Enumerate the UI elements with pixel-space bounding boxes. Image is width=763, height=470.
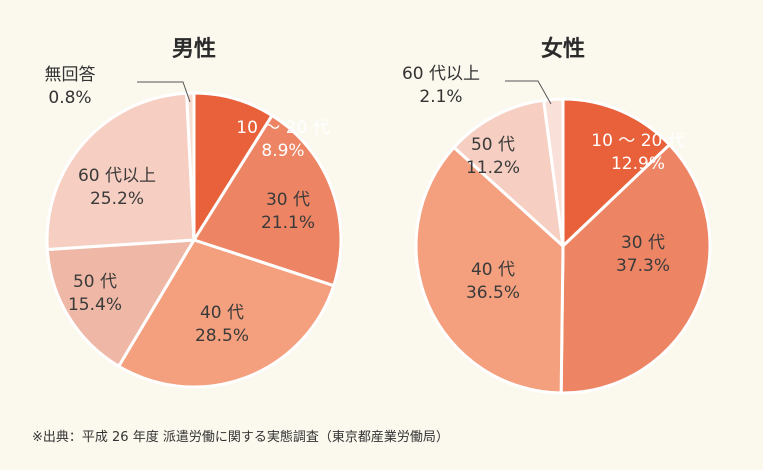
pie-slice-male-4 [45,91,196,251]
slice-value-label-male-0: 8.9% [261,141,304,161]
slice-value-label-female-4: 2.1% [419,87,462,107]
slice-value-label-male-2: 28.5% [195,326,249,346]
slice-value-label-male-5: 0.8% [48,88,91,108]
slice-value-label-male-3: 15.4% [68,295,122,315]
pie-slice-female-0 [561,97,672,248]
pie-chart-female: 10 ～ 20 代 12.9% 30 代 37.3% 40 代 36.5% 50 代 11.2… [402,64,712,395]
callout-leader-line-male-5 [137,81,191,103]
slice-value-label-male-1: 21.1% [261,213,315,233]
slice-name-label-female-2: 40 代 [471,260,515,280]
slice-value-label-female-2: 36.5% [466,283,520,303]
slice-name-label-female-3: 50 代 [471,135,515,155]
source-note: ※出典：平成 26 年度 派遣労働に関する実態調査（東京都産業労働局） [32,429,449,445]
chart-title-female: 女性 [541,36,585,62]
callout-leader-line-female-4 [505,80,552,105]
slice-value-label-female-0: 12.9% [611,154,665,174]
pie-slice-female-4 [542,97,565,248]
slice-name-label-male-3: 50 代 [73,272,117,292]
pie-slice-male-0 [192,91,274,242]
slice-name-label-female-4: 60 代以上 [402,64,480,84]
pie-chart-male: 10 ～ 20 代 8.9% 30 代 21.1% 40 代 28.5% 50 代 15.4%… [45,65,343,389]
slice-value-label-female-1: 37.3% [616,256,670,276]
pie-slice-male-1 [192,113,343,288]
pie-slice-female-1 [559,143,712,395]
slice-name-label-male-5: 無回答 [45,65,96,85]
slice-name-label-female-1: 30 代 [621,233,665,253]
slice-value-label-male-4: 25.2% [90,189,144,209]
slice-name-label-male-0: 10 ～ 20 代 [236,118,329,138]
slice-name-label-male-1: 30 代 [266,190,310,210]
pie-slice-female-2 [414,145,565,395]
chart-title-male: 男性 [172,37,216,62]
slice-name-label-male-2: 40 代 [200,303,244,323]
slice-name-label-male-4: 60 代以上 [78,166,156,186]
pie-slice-female-3 [452,98,565,248]
pie-slice-male-3 [45,238,196,368]
slice-value-label-female-3: 11.2% [466,158,520,178]
slice-name-label-female-0: 10 ～ 20 代 [591,131,684,151]
